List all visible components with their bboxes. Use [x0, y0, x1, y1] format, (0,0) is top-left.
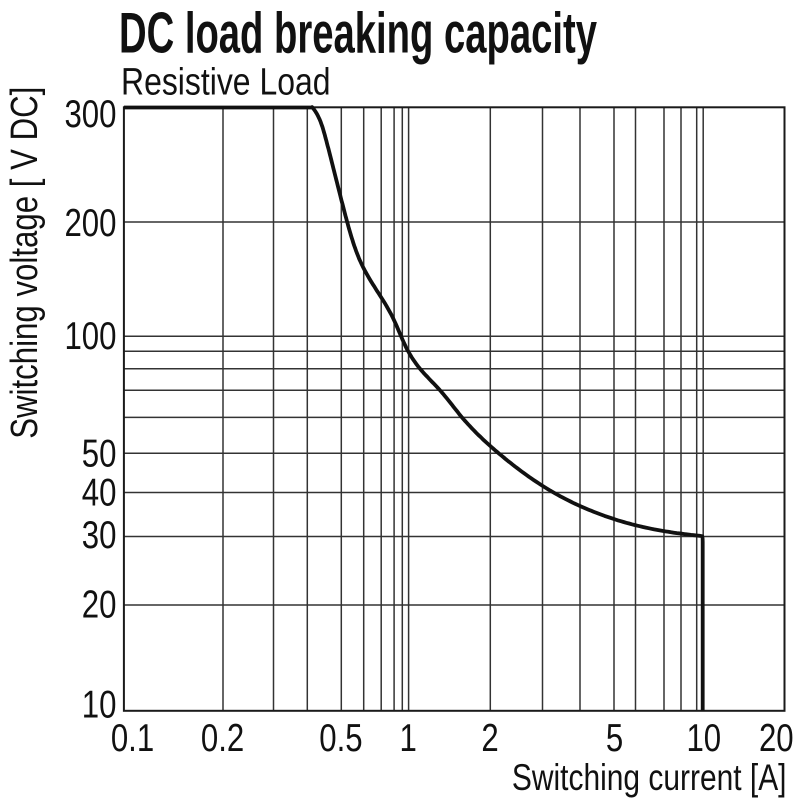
svg-text:1: 1	[400, 717, 417, 760]
svg-text:DC load breaking capacity: DC load breaking capacity	[119, 2, 597, 66]
svg-text:30: 30	[82, 514, 117, 557]
svg-text:5: 5	[606, 717, 623, 760]
svg-text:40: 40	[82, 471, 117, 514]
svg-text:Switching current [A]: Switching current [A]	[512, 757, 787, 799]
svg-text:10: 10	[82, 683, 117, 726]
svg-text:200: 200	[64, 202, 116, 245]
svg-text:0.1: 0.1	[111, 717, 154, 760]
svg-text:100: 100	[64, 315, 116, 358]
svg-text:50: 50	[82, 432, 117, 475]
svg-text:Resistive Load: Resistive Load	[121, 61, 331, 103]
svg-text:20: 20	[82, 583, 117, 626]
svg-text:Switching voltage [ V DC]: Switching voltage [ V DC]	[3, 87, 46, 439]
svg-text:300: 300	[64, 93, 116, 136]
svg-text:0.5: 0.5	[319, 717, 362, 760]
svg-text:2: 2	[481, 717, 498, 760]
svg-text:0.2: 0.2	[201, 717, 244, 760]
svg-text:10: 10	[686, 717, 721, 760]
svg-text:20: 20	[759, 717, 794, 760]
